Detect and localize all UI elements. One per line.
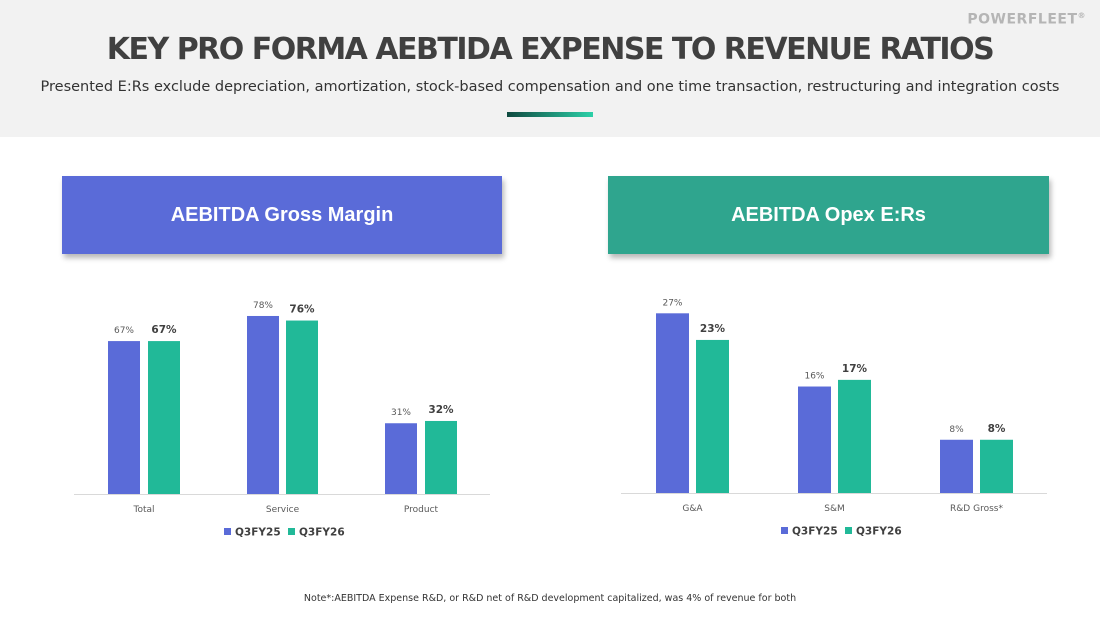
gross-margin-legend-label-q3fy25: Q3FY25: [235, 527, 281, 539]
gross-margin-data-label-q3fy25-2: 78%: [253, 301, 273, 311]
opex-data-label-q3fy26-2: 17%: [842, 363, 868, 375]
opex-data-label-q3fy26-1: 23%: [700, 323, 726, 335]
opex-bar-q3fy25-3: [940, 439, 973, 493]
opex-bar-q3fy25-2: [798, 386, 831, 493]
opex-data-label-q3fy26-3: 8%: [988, 423, 1006, 435]
page-title: KEY PRO FORMA AEBTIDA EXPENSE TO REVENUE…: [106, 32, 995, 67]
opex-category-label-1: G&A: [682, 504, 703, 514]
gross-margin-data-label-q3fy26-3: 32%: [428, 404, 454, 416]
gross-margin-data-label-q3fy26-2: 76%: [289, 304, 315, 316]
opex-legend-swatch-q3fy26: [845, 527, 852, 534]
opex-data-label-q3fy25-3: 8%: [949, 425, 964, 435]
gross-margin-banner: AEBITDA Gross Margin: [62, 176, 502, 254]
opex-legend-swatch-q3fy25: [781, 527, 788, 534]
gross-margin-bar-q3fy26-2: [286, 320, 318, 494]
opex-category-label-2: S&M: [824, 504, 845, 514]
opex-category-label-3: R&D Gross*: [950, 504, 1003, 514]
gross-margin-bar-q3fy25-1: [108, 341, 140, 494]
gross-margin-legend-swatch-q3fy26: [288, 528, 295, 535]
gross-margin-data-label-q3fy26-1: 67%: [151, 324, 177, 336]
gross-margin-legend-label-q3fy26: Q3FY26: [299, 527, 345, 539]
gross-margin-category-label-2: Service: [266, 505, 300, 515]
footnote: Note*:AEBITDA Expense R&D, or R&D net of…: [303, 593, 797, 604]
gross-margin-data-label-q3fy25-3: 31%: [391, 408, 411, 418]
gross-margin-data-label-q3fy25-1: 67%: [114, 326, 134, 336]
opex-legend-label-q3fy25: Q3FY25: [792, 526, 838, 538]
powerfleet-logo: POWERFLEET®: [967, 11, 1086, 28]
gross-margin-category-label-3: Product: [404, 505, 439, 515]
gross-margin-legend-swatch-q3fy25: [224, 528, 231, 535]
opex-legend-label-q3fy26: Q3FY26: [856, 526, 902, 538]
accent-divider: [507, 112, 593, 117]
gross-margin-category-label-1: Total: [132, 505, 154, 515]
opex-banner: AEBITDA Opex E:Rs: [608, 176, 1049, 254]
gross-margin-bar-q3fy26-1: [148, 341, 180, 494]
gross-margin-bar-q3fy25-2: [247, 315, 279, 494]
gross-margin-bar-q3fy26-3: [425, 420, 457, 494]
page-subtitle: Presented E:Rs exclude depreciation, amo…: [40, 79, 1060, 95]
gross-margin-bar-q3fy25-3: [385, 423, 417, 494]
opex-data-label-q3fy25-2: 16%: [804, 372, 824, 382]
opex-bar-q3fy25-1: [656, 313, 689, 493]
opex-bar-q3fy26-3: [980, 439, 1013, 493]
opex-bar-q3fy26-2: [838, 379, 871, 493]
opex-bar-q3fy26-1: [696, 339, 729, 493]
opex-data-label-q3fy25-1: 27%: [662, 298, 682, 308]
